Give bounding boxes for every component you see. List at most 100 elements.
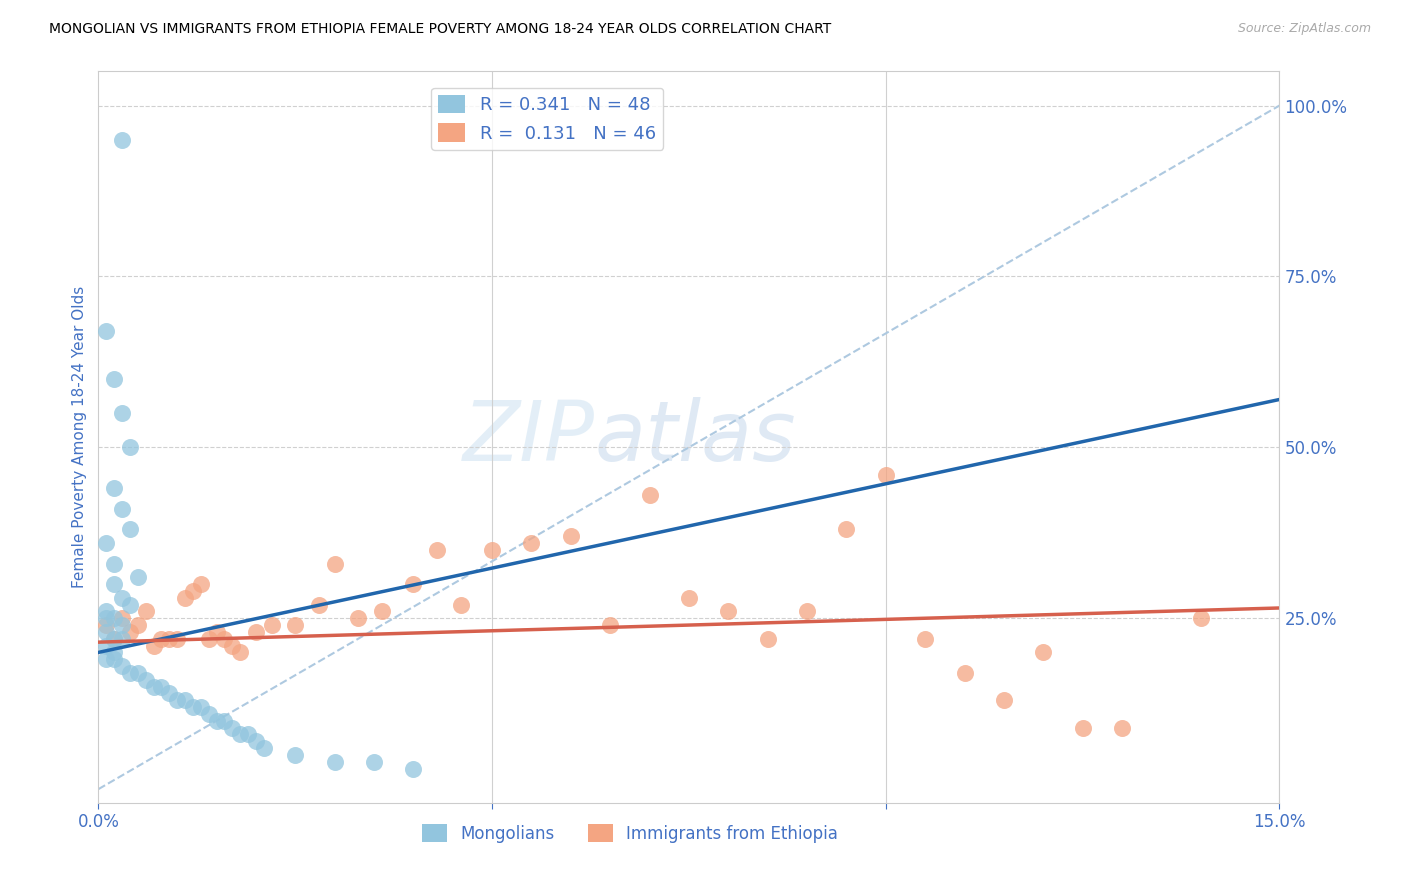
Legend: Mongolians, Immigrants from Ethiopia: Mongolians, Immigrants from Ethiopia xyxy=(415,818,845,849)
Point xyxy=(638,488,661,502)
Point xyxy=(284,747,307,762)
Point xyxy=(127,570,149,584)
Point xyxy=(214,714,236,728)
Point xyxy=(103,652,125,666)
Point xyxy=(236,727,259,741)
Point xyxy=(135,673,157,687)
Point xyxy=(96,611,118,625)
Y-axis label: Female Poverty Among 18-24 Year Olds: Female Poverty Among 18-24 Year Olds xyxy=(72,286,87,588)
Point xyxy=(103,481,125,495)
Point xyxy=(96,324,118,338)
Point xyxy=(111,659,134,673)
Point xyxy=(914,632,936,646)
Point xyxy=(111,632,134,646)
Point xyxy=(190,700,212,714)
Point xyxy=(1071,721,1094,735)
Point xyxy=(103,632,125,646)
Point xyxy=(118,440,141,454)
Point xyxy=(245,624,267,639)
Point xyxy=(103,645,125,659)
Point xyxy=(245,734,267,748)
Point xyxy=(1032,645,1054,659)
Text: atlas: atlas xyxy=(595,397,796,477)
Point xyxy=(221,721,243,735)
Point xyxy=(181,700,204,714)
Point xyxy=(157,686,180,700)
Point xyxy=(96,618,118,632)
Point xyxy=(205,714,228,728)
Point xyxy=(111,618,134,632)
Point xyxy=(599,618,621,632)
Point xyxy=(371,604,394,618)
Text: MONGOLIAN VS IMMIGRANTS FROM ETHIOPIA FEMALE POVERTY AMONG 18-24 YEAR OLDS CORRE: MONGOLIAN VS IMMIGRANTS FROM ETHIOPIA FE… xyxy=(49,22,831,37)
Point xyxy=(229,727,252,741)
Point xyxy=(205,624,228,639)
Text: ZIP: ZIP xyxy=(463,397,595,477)
Point xyxy=(96,624,118,639)
Point xyxy=(260,618,283,632)
Point xyxy=(993,693,1015,707)
Point xyxy=(96,652,118,666)
Point xyxy=(103,632,125,646)
Point xyxy=(111,133,134,147)
Point xyxy=(1111,721,1133,735)
Point xyxy=(142,639,165,653)
Point xyxy=(402,762,425,776)
Point xyxy=(118,624,141,639)
Point xyxy=(560,529,582,543)
Point xyxy=(103,611,125,625)
Point xyxy=(678,591,700,605)
Point xyxy=(1189,611,1212,625)
Point xyxy=(111,406,134,420)
Point xyxy=(174,693,197,707)
Point xyxy=(402,577,425,591)
Point xyxy=(835,522,858,536)
Point xyxy=(197,706,219,721)
Point xyxy=(157,632,180,646)
Point xyxy=(166,693,188,707)
Point xyxy=(118,665,141,680)
Point xyxy=(229,645,252,659)
Point xyxy=(111,611,134,625)
Point xyxy=(426,542,449,557)
Point xyxy=(953,665,976,680)
Point xyxy=(96,536,118,550)
Point xyxy=(520,536,543,550)
Point xyxy=(756,632,779,646)
Point xyxy=(323,755,346,769)
Point xyxy=(96,604,118,618)
Point xyxy=(174,591,197,605)
Point xyxy=(127,665,149,680)
Point xyxy=(284,618,307,632)
Point xyxy=(308,598,330,612)
Point xyxy=(135,604,157,618)
Text: Source: ZipAtlas.com: Source: ZipAtlas.com xyxy=(1237,22,1371,36)
Point xyxy=(127,618,149,632)
Point xyxy=(796,604,818,618)
Point xyxy=(118,522,141,536)
Point xyxy=(190,577,212,591)
Point xyxy=(253,741,276,756)
Point xyxy=(103,557,125,571)
Point xyxy=(481,542,503,557)
Point xyxy=(363,755,385,769)
Point xyxy=(323,557,346,571)
Point xyxy=(875,467,897,482)
Point xyxy=(111,501,134,516)
Point xyxy=(150,632,173,646)
Point xyxy=(181,583,204,598)
Point xyxy=(118,598,141,612)
Point xyxy=(450,598,472,612)
Point xyxy=(150,680,173,694)
Point xyxy=(103,372,125,386)
Point xyxy=(111,591,134,605)
Point xyxy=(96,639,118,653)
Point xyxy=(166,632,188,646)
Point xyxy=(221,639,243,653)
Point xyxy=(142,680,165,694)
Point xyxy=(103,577,125,591)
Point xyxy=(717,604,740,618)
Point xyxy=(347,611,370,625)
Point xyxy=(214,632,236,646)
Point xyxy=(197,632,219,646)
